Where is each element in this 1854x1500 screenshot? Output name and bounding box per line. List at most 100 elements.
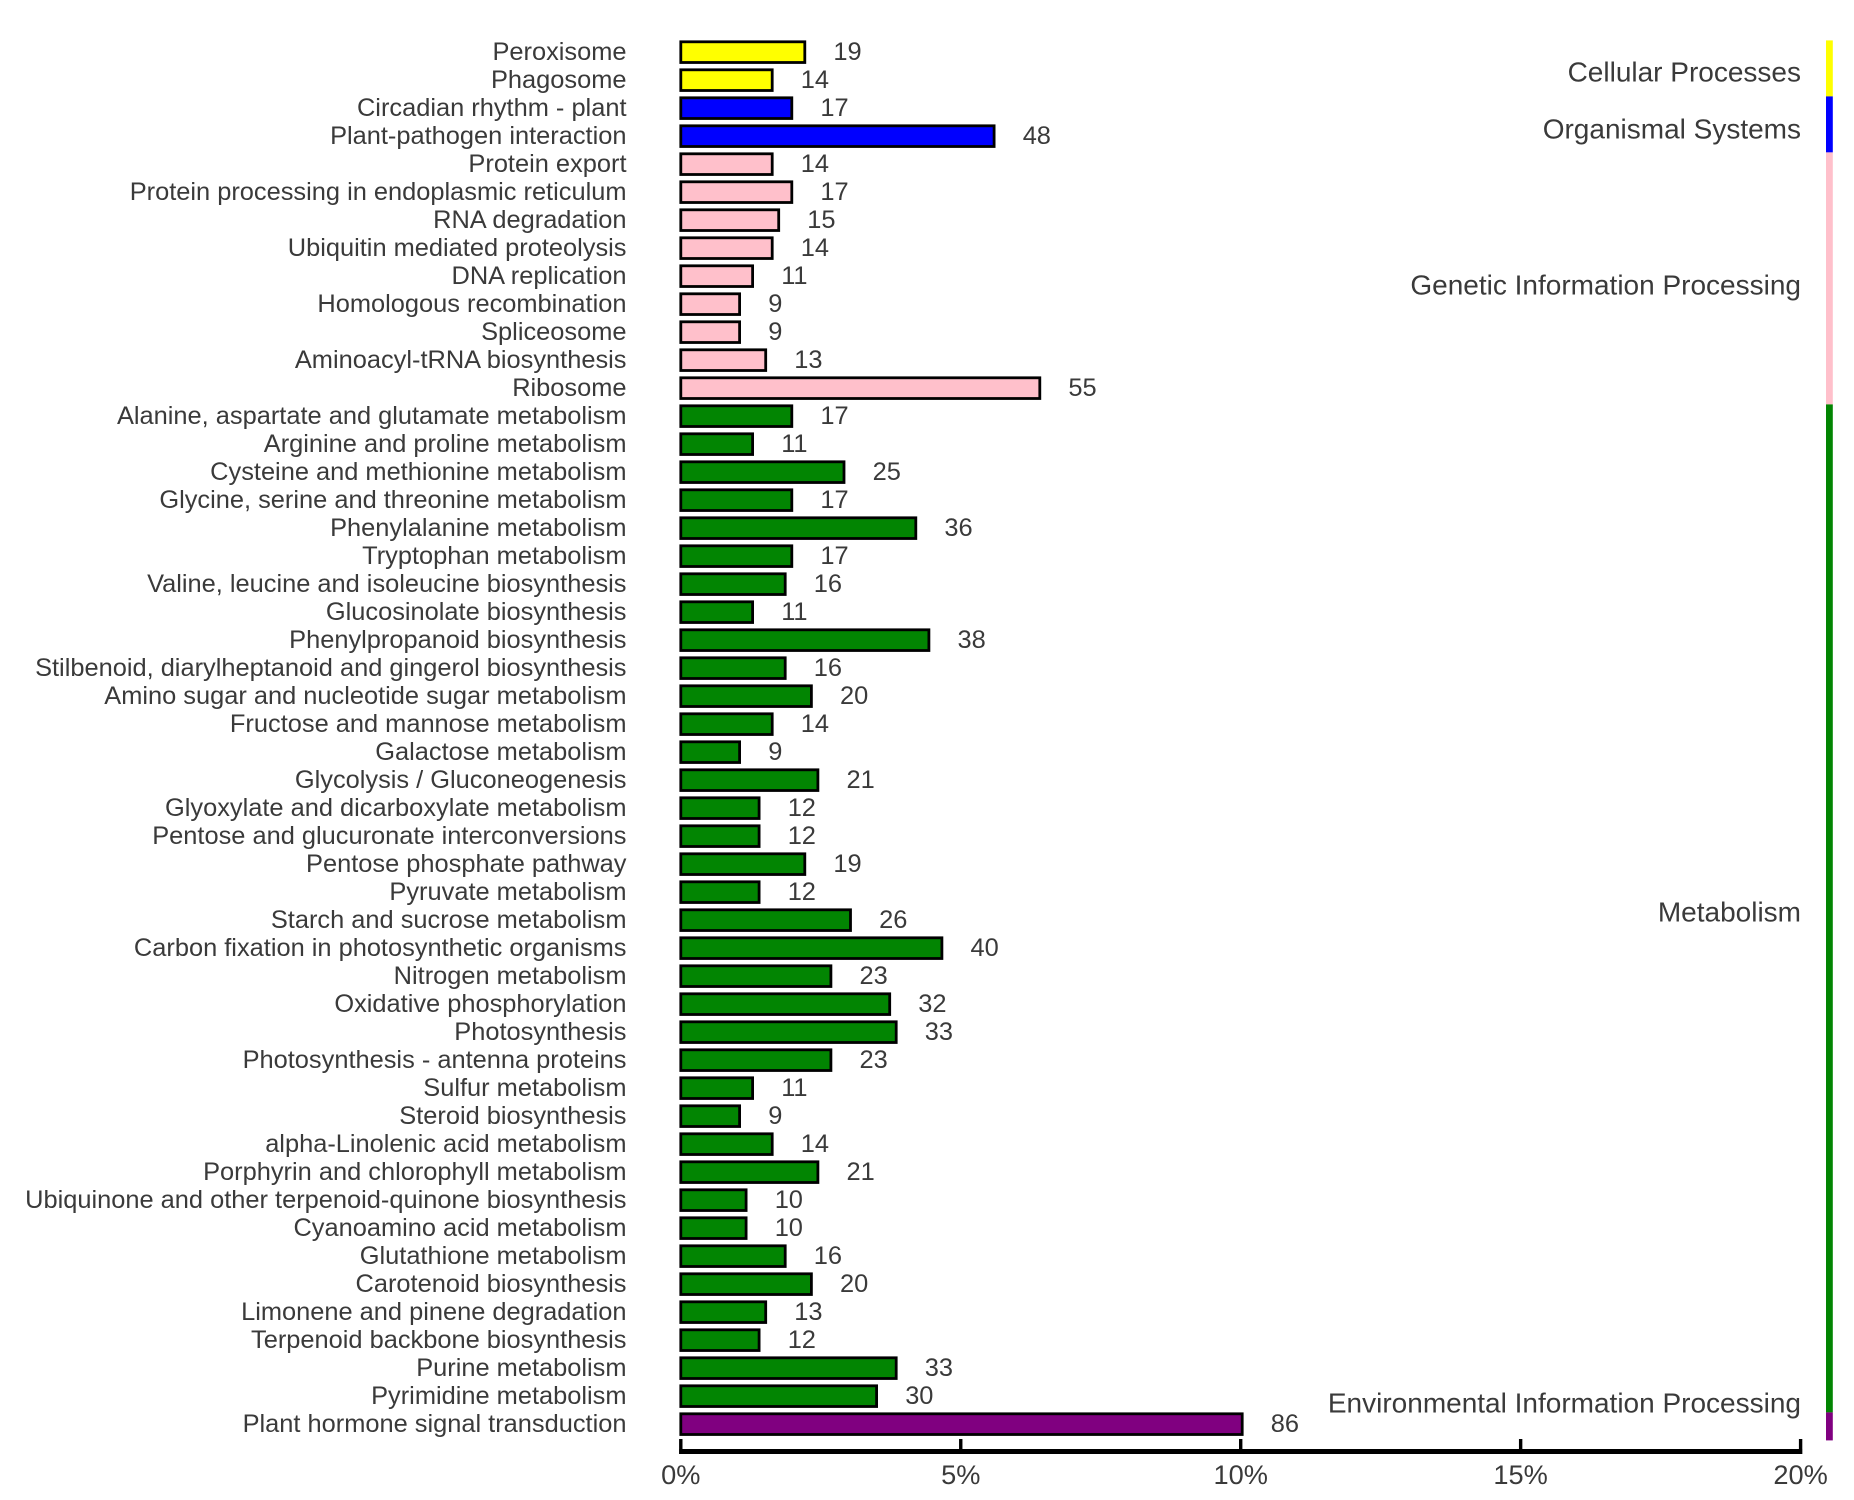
svg-text:12: 12: [788, 1326, 816, 1354]
svg-text:17: 17: [820, 402, 848, 430]
svg-text:48: 48: [1023, 122, 1051, 150]
svg-text:14: 14: [801, 1130, 829, 1158]
svg-text:Tryptophan metabolism: Tryptophan metabolism: [362, 542, 626, 570]
svg-text:RNA degradation: RNA degradation: [433, 206, 626, 234]
svg-text:Plant-pathogen interaction: Plant-pathogen interaction: [330, 122, 626, 150]
svg-text:Amino sugar and nucleotide sug: Amino sugar and nucleotide sugar metabol…: [104, 682, 626, 710]
svg-text:Photosynthesis: Photosynthesis: [454, 1018, 626, 1046]
svg-text:Ubiquinone and other terpenoid: Ubiquinone and other terpenoid-quinone b…: [25, 1186, 626, 1214]
svg-text:10: 10: [775, 1214, 803, 1242]
svg-text:Carbon fixation in photosynthe: Carbon fixation in photosynthetic organi…: [134, 934, 627, 962]
svg-text:30: 30: [905, 1382, 933, 1410]
svg-text:Phenylpropanoid biosynthesis: Phenylpropanoid biosynthesis: [289, 626, 626, 654]
svg-text:17: 17: [820, 542, 848, 570]
svg-text:86: 86: [1271, 1410, 1299, 1438]
svg-text:Pyruvate metabolism: Pyruvate metabolism: [389, 878, 626, 906]
svg-text:9: 9: [768, 738, 782, 766]
svg-text:Limonene and pinene degradatio: Limonene and pinene degradation: [241, 1298, 626, 1326]
svg-text:16: 16: [814, 1242, 842, 1270]
svg-text:Aminoacyl-tRNA biosynthesis: Aminoacyl-tRNA biosynthesis: [295, 346, 627, 374]
svg-text:40: 40: [971, 934, 999, 962]
svg-text:19: 19: [833, 850, 861, 878]
svg-text:Photosynthesis - antenna prote: Photosynthesis - antenna proteins: [243, 1046, 627, 1074]
svg-text:Terpenoid backbone biosynthesi: Terpenoid backbone biosynthesis: [251, 1326, 626, 1354]
svg-text:19: 19: [833, 38, 861, 66]
svg-text:Environmental Information Proc: Environmental Information Processing: [1328, 1388, 1801, 1419]
svg-text:Porphyrin and chlorophyll meta: Porphyrin and chlorophyll metabolism: [203, 1158, 626, 1186]
svg-text:Nitrogen metabolism: Nitrogen metabolism: [394, 962, 627, 990]
svg-text:9: 9: [768, 290, 782, 318]
svg-text:16: 16: [814, 570, 842, 598]
svg-text:Steroid biosynthesis: Steroid biosynthesis: [399, 1102, 626, 1130]
svg-text:Pentose and glucuronate interc: Pentose and glucuronate interconversions: [152, 822, 626, 850]
svg-text:Metabolism: Metabolism: [1658, 897, 1801, 928]
svg-text:Arginine and proline metabolis: Arginine and proline metabolism: [264, 430, 627, 458]
svg-text:23: 23: [860, 1046, 888, 1074]
svg-text:Glycine, serine and threonine: Glycine, serine and threonine metabolism: [159, 486, 626, 514]
svg-text:13: 13: [794, 1298, 822, 1326]
svg-text:55: 55: [1068, 374, 1096, 402]
svg-text:Ubiquitin mediated proteolysis: Ubiquitin mediated proteolysis: [288, 234, 627, 262]
svg-text:16: 16: [814, 654, 842, 682]
svg-text:Cyanoamino acid metabolism: Cyanoamino acid metabolism: [293, 1214, 626, 1242]
svg-text:20: 20: [840, 682, 868, 710]
svg-text:9: 9: [768, 318, 782, 346]
svg-text:Fructose and mannose metabolis: Fructose and mannose metabolism: [230, 710, 627, 738]
svg-text:9: 9: [768, 1102, 782, 1130]
svg-text:Homologous recombination: Homologous recombination: [317, 290, 626, 318]
svg-text:Valine, leucine and isoleucine: Valine, leucine and isoleucine biosynthe…: [147, 570, 626, 598]
svg-text:DNA replication: DNA replication: [452, 262, 627, 290]
svg-text:17: 17: [820, 94, 848, 122]
svg-text:Galactose metabolism: Galactose metabolism: [375, 738, 626, 766]
svg-text:Starch and sucrose metabolism: Starch and sucrose metabolism: [271, 906, 627, 934]
svg-text:33: 33: [925, 1018, 953, 1046]
svg-text:alpha-Linolenic acid metabolis: alpha-Linolenic acid metabolism: [265, 1130, 626, 1158]
svg-text:Glyoxylate and dicarboxylate m: Glyoxylate and dicarboxylate metabolism: [165, 794, 626, 822]
svg-text:Circadian rhythm - plant: Circadian rhythm - plant: [357, 94, 627, 122]
svg-text:Genetic Information Processing: Genetic Information Processing: [1410, 270, 1801, 301]
svg-text:14: 14: [801, 150, 829, 178]
svg-text:33: 33: [925, 1354, 953, 1382]
svg-text:26: 26: [879, 906, 907, 934]
svg-text:10: 10: [775, 1186, 803, 1214]
svg-text:14: 14: [801, 66, 829, 94]
svg-text:Phenylalanine metabolism: Phenylalanine metabolism: [330, 514, 626, 542]
svg-text:12: 12: [788, 878, 816, 906]
svg-text:13: 13: [794, 346, 822, 374]
svg-text:Plant hormone signal transduct: Plant hormone signal transduction: [243, 1410, 627, 1438]
svg-text:Stilbenoid, diarylheptanoid an: Stilbenoid, diarylheptanoid and gingerol…: [35, 654, 626, 682]
svg-text:Glucosinolate biosynthesis: Glucosinolate biosynthesis: [326, 598, 627, 626]
svg-text:10%: 10%: [1213, 1459, 1267, 1490]
svg-text:Sulfur metabolism: Sulfur metabolism: [423, 1074, 626, 1102]
svg-text:Cellular Processes: Cellular Processes: [1568, 57, 1801, 88]
svg-text:25: 25: [873, 458, 901, 486]
svg-text:Cysteine and methionine metabo: Cysteine and methionine metabolism: [210, 458, 626, 486]
svg-text:11: 11: [781, 430, 807, 458]
svg-text:14: 14: [801, 710, 829, 738]
svg-text:Oxidative phosphorylation: Oxidative phosphorylation: [334, 990, 626, 1018]
svg-text:17: 17: [820, 486, 848, 514]
svg-text:Glycolysis / Gluconeogenesis: Glycolysis / Gluconeogenesis: [295, 766, 627, 794]
svg-text:Protein processing in endoplas: Protein processing in endoplasmic reticu…: [130, 178, 627, 206]
svg-text:11: 11: [781, 598, 807, 626]
svg-text:Pentose phosphate pathway: Pentose phosphate pathway: [306, 850, 627, 878]
svg-text:Peroxisome: Peroxisome: [492, 38, 626, 66]
svg-text:Ribosome: Ribosome: [512, 374, 626, 402]
svg-text:20: 20: [840, 1270, 868, 1298]
svg-text:5%: 5%: [941, 1459, 980, 1490]
svg-text:Protein export: Protein export: [468, 150, 626, 178]
svg-text:11: 11: [781, 262, 807, 290]
svg-text:15%: 15%: [1493, 1459, 1547, 1490]
svg-text:32: 32: [918, 990, 946, 1018]
svg-text:Alanine, aspartate and glutama: Alanine, aspartate and glutamate metabol…: [117, 402, 627, 430]
svg-text:21: 21: [847, 766, 875, 794]
svg-text:21: 21: [847, 1158, 875, 1186]
svg-text:Glutathione metabolism: Glutathione metabolism: [360, 1242, 627, 1270]
svg-text:0%: 0%: [661, 1459, 700, 1490]
svg-text:38: 38: [958, 626, 986, 654]
svg-text:17: 17: [820, 178, 848, 206]
svg-text:36: 36: [944, 514, 972, 542]
svg-text:Organismal Systems: Organismal Systems: [1543, 114, 1801, 145]
svg-text:Spliceosome: Spliceosome: [481, 318, 626, 346]
svg-text:12: 12: [788, 794, 816, 822]
